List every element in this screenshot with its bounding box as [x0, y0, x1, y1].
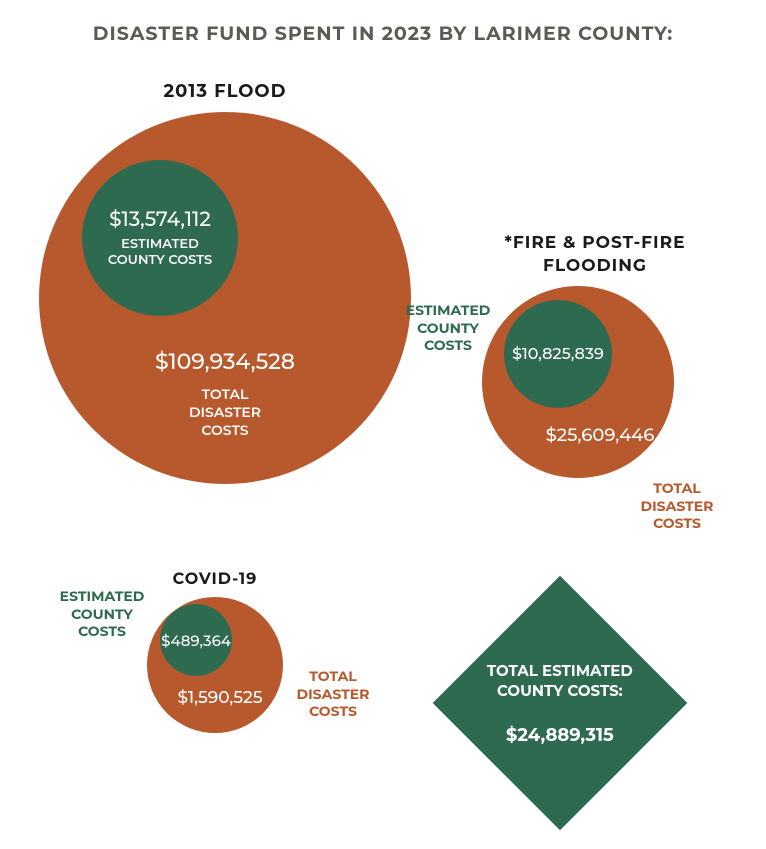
fire-inner-value: $10,825,839 — [512, 345, 604, 364]
flood-title: 2013 FLOOD — [80, 80, 370, 102]
flood-outer-label: TOTAL DISASTER COSTS — [165, 385, 285, 440]
fire-outer-label: TOTAL DISASTER COSTS — [622, 480, 732, 533]
covid-inner-value: $489,364 — [161, 631, 231, 650]
flood-outer-value: $109,934,528 — [155, 348, 295, 375]
covid-outer-value: $1,590,525 — [160, 688, 280, 708]
fire-title: *FIRE & POST-FIRE FLOODING — [480, 232, 710, 278]
flood-inner-label: ESTIMATED COUNTY COSTS — [105, 236, 215, 269]
fire-outer-value: $25,609,446 — [520, 424, 680, 446]
fire-inner-label: ESTIMATED COUNTY COSTS — [398, 302, 498, 355]
infographic-canvas: DISASTER FUND SPENT IN 2023 BY LARIMER C… — [0, 0, 766, 849]
covid-outer-label: TOTAL DISASTER COSTS — [283, 668, 383, 721]
flood-outer-text: $109,934,528 TOTAL DISASTER COSTS — [120, 348, 330, 440]
summary-label: TOTAL ESTIMATED COUNTY COSTS: — [470, 661, 650, 702]
covid-inner-circle: $489,364 — [160, 604, 232, 676]
fire-inner-circle: $10,825,839 — [504, 300, 612, 408]
page-title: DISASTER FUND SPENT IN 2023 BY LARIMER C… — [0, 22, 766, 45]
summary-value: $24,889,315 — [470, 723, 650, 745]
flood-inner-value: $13,574,112 — [109, 208, 211, 232]
summary-diamond: TOTAL ESTIMATED COUNTY COSTS: $24,889,31… — [433, 576, 688, 831]
covid-inner-label: ESTIMATED COUNTY COSTS — [52, 588, 152, 641]
covid-title: COVID-19 — [140, 570, 290, 589]
flood-inner-circle: $13,574,112 ESTIMATED COUNTY COSTS — [82, 160, 238, 316]
